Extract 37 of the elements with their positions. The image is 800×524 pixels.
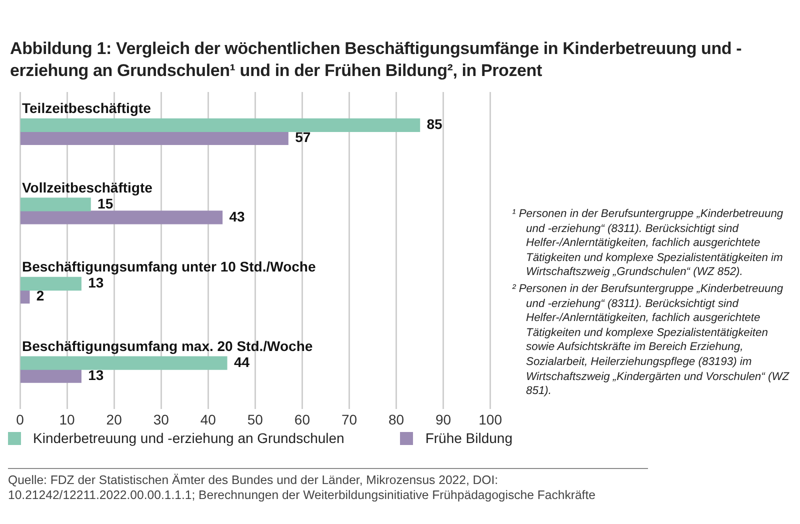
bar bbox=[20, 276, 82, 291]
bar bbox=[20, 198, 91, 212]
bar bbox=[20, 131, 288, 145]
x-tick-label: 30 bbox=[153, 411, 170, 428]
x-tick-label: 70 bbox=[341, 411, 358, 428]
chart-title: Abbildung 1: Vergleich der wöchentlichen Beschäftigungsumfänge in Kinderbetreuung und -erziehung an Grundschulen¹ und in der Frühen Bildung², in Prozent bbox=[10, 38, 743, 82]
source-note: Quelle: FDZ der Statistischen Ämter des Bundes und der Länder, Mikrozensus 2022, DOI: 10.21242/12211.2022.00.00.1.1.1; Berechnungen der Weiterbildungsinitiative Frühpädagogische Fachkräfte bbox=[8, 468, 648, 503]
data-label: 85 bbox=[426, 116, 443, 132]
legend-label: Kinderbetreuung und -erziehung an Grundschulen bbox=[33, 430, 344, 446]
x-tick-label: 40 bbox=[200, 411, 216, 428]
text: ² Personen in der Berufsuntergruppe „Kinderbetreuung und -erziehung“ (8311). Berücksichtigt sind Helfer-/Anlerntätigkeiten, fachlich ausgerichtete Tätigkeiten und komplexe Spezialistentätigkeiten sowie Aufsichtskräfte im Bereich Erziehung, Sozialarbeit, Heilerziehungspflege (83193) im Wirtschaftszweig „Kindergärten und Vorschulen“ (WZ 851). bbox=[512, 282, 790, 399]
data-label: 15 bbox=[98, 195, 114, 212]
x-tick-label: 10 bbox=[59, 411, 76, 428]
data-label: 57 bbox=[295, 129, 311, 146]
bar bbox=[20, 118, 420, 132]
x-tick-label: 60 bbox=[294, 411, 310, 428]
bar bbox=[20, 369, 82, 383]
data-label: 13 bbox=[88, 274, 104, 291]
x-tick-label: 80 bbox=[388, 411, 404, 428]
data-label: 2 bbox=[36, 288, 44, 304]
text: ¹ Personen in der Berufsuntergruppe „Kinderbetreuung und -erziehung“ (8311). Berücksichtigt sind Helfer-/Anlerntätigkeiten, fachlich ausgerichtete Tätigkeiten und komplexe Spezialistentätigkeiten im Wirtschaftszweig „Grundschulen“ (WZ 852). bbox=[512, 207, 784, 280]
data-label: 13 bbox=[88, 366, 104, 383]
y-tick-label: Beschäftigungsumfang max. 20 Std./Woche bbox=[22, 338, 313, 354]
data-label: 44 bbox=[234, 354, 250, 370]
bar bbox=[20, 210, 223, 224]
bar bbox=[20, 356, 228, 370]
x-tick-label: 20 bbox=[106, 411, 122, 428]
bar bbox=[20, 290, 30, 304]
x-tick-label: 100 bbox=[478, 411, 502, 428]
y-tick-label: Teilzeitbeschäftigte bbox=[22, 100, 152, 116]
x-tick-label: 0 bbox=[16, 411, 24, 428]
x-tick-label: 50 bbox=[247, 411, 264, 428]
data-label: 43 bbox=[229, 208, 246, 224]
y-tick-label: Vollzeitbeschäftigte bbox=[22, 179, 153, 196]
legend-label: Frühe Bildung bbox=[425, 430, 513, 446]
y-tick-label: Beschäftigungsumfang unter 10 Std./Woche bbox=[22, 258, 316, 275]
x-tick-label: 90 bbox=[436, 411, 452, 428]
